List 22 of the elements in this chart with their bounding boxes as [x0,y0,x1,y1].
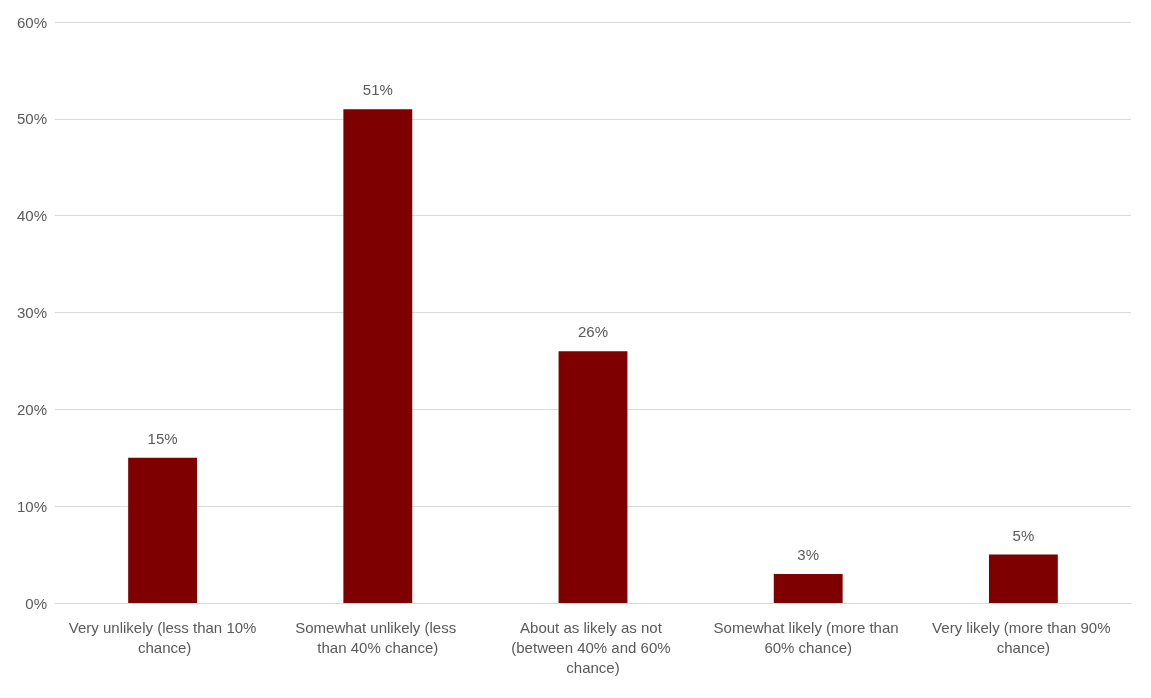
y-tick-label: 60% [16,13,47,31]
y-tick-label: 0% [25,594,47,612]
x-tick-label: Somewhat unlikely (less than 40% chance) [295,618,461,656]
data-label: 3% [797,545,820,563]
y-tick-label: 20% [16,400,47,418]
y-tick-label: 30% [16,304,47,321]
y-tick-label: 50% [16,110,47,128]
bar [128,457,198,603]
data-label: 26% [577,323,609,341]
x-tick-label: Very likely (more than 90% chance) [932,618,1115,656]
bar [558,351,628,603]
bar [988,554,1058,603]
bar [343,109,413,603]
bar [773,573,843,603]
data-label: 51% [362,81,393,99]
x-tick-label: Somewhat likely (more than 60% chance) [713,618,903,656]
data-label: 15% [147,429,178,447]
data-label: 5% [1012,526,1035,544]
x-tick-label: About as likely as not (between 40% and 60% chance) [511,618,675,676]
y-tick-label: 40% [16,207,47,225]
y-tick-label: 10% [16,497,47,515]
x-tick-label: Very unlikely (less than 10% chance) [68,618,257,656]
